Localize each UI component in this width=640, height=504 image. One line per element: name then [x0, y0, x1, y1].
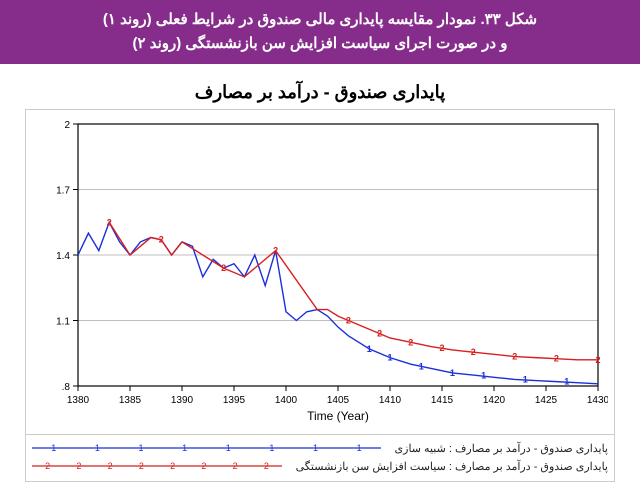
- figure: پایداری صندوق - درآمد بر مصارف 138013851…: [25, 82, 615, 482]
- svg-text:2: 2: [107, 217, 112, 227]
- chart-title: پایداری صندوق - درآمد بر مصارف: [25, 82, 615, 103]
- svg-text:2: 2: [512, 352, 517, 362]
- svg-text:1: 1: [95, 443, 100, 453]
- svg-text:1: 1: [367, 344, 372, 354]
- svg-text:2: 2: [221, 263, 226, 273]
- svg-text:1385: 1385: [119, 395, 142, 406]
- svg-text:1415: 1415: [431, 395, 454, 406]
- svg-text:1.4: 1.4: [56, 251, 70, 262]
- svg-text:1: 1: [481, 371, 486, 381]
- svg-text:2: 2: [233, 461, 238, 471]
- svg-text:2: 2: [439, 343, 444, 353]
- page: شکل ۳۳. نمودار مقایسه پایداری مالی صندوق…: [0, 0, 640, 504]
- svg-text:1: 1: [313, 443, 318, 453]
- svg-text:1: 1: [357, 443, 362, 453]
- svg-text:1400: 1400: [275, 395, 298, 406]
- svg-text:2: 2: [170, 461, 175, 471]
- svg-text:1420: 1420: [483, 395, 506, 406]
- svg-text:1: 1: [387, 353, 392, 363]
- svg-text:2: 2: [377, 329, 382, 339]
- svg-text:2: 2: [159, 235, 164, 245]
- legend-row-1: پایداری صندوق - درآمد بر مصارف : شبیه سا…: [32, 439, 608, 457]
- svg-text:2: 2: [64, 120, 70, 131]
- svg-text:1380: 1380: [67, 395, 90, 406]
- svg-text:1425: 1425: [535, 395, 558, 406]
- svg-text:2: 2: [76, 461, 81, 471]
- svg-text:2: 2: [408, 337, 413, 347]
- legend-label-1: پایداری صندوق - درآمد بر مصارف : شبیه سا…: [395, 442, 608, 455]
- svg-text:1.1: 1.1: [56, 317, 70, 328]
- svg-text:1: 1: [419, 361, 424, 371]
- svg-text:2: 2: [471, 347, 476, 357]
- svg-text:1405: 1405: [327, 395, 350, 406]
- caption-line1: شکل ۳۳. نمودار مقایسه پایداری مالی صندوق…: [12, 8, 628, 32]
- svg-text:1: 1: [51, 443, 56, 453]
- caption-line2: و در صورت اجرای سیاست افزایش سن بازنشستگ…: [12, 32, 628, 56]
- svg-text:1: 1: [226, 443, 231, 453]
- svg-text:1: 1: [182, 443, 187, 453]
- figure-caption: شکل ۳۳. نمودار مقایسه پایداری مالی صندوق…: [0, 0, 640, 64]
- legend-row-2: پایداری صندوق - درآمد بر مصارف : سیاست ا…: [32, 457, 608, 475]
- svg-text:1410: 1410: [379, 395, 402, 406]
- svg-text:1395: 1395: [223, 395, 246, 406]
- svg-text:1.7: 1.7: [56, 186, 70, 197]
- svg-text:1430: 1430: [587, 395, 608, 406]
- svg-text:1: 1: [269, 443, 274, 453]
- svg-text:1390: 1390: [171, 395, 194, 406]
- svg-text:2: 2: [264, 461, 269, 471]
- svg-text:.8: .8: [62, 382, 71, 393]
- svg-text:1: 1: [523, 374, 528, 384]
- legend-line-1: 1 1 1 1 1 1 1 1: [32, 441, 381, 455]
- svg-text:2: 2: [201, 461, 206, 471]
- svg-text:1: 1: [139, 443, 144, 453]
- plot-area: 1380 1385 1390 1395 1400 1405 1410 1415 1420 1425…: [25, 109, 615, 435]
- svg-text:1: 1: [450, 368, 455, 378]
- svg-text:2: 2: [346, 316, 351, 326]
- svg-text:2: 2: [595, 355, 600, 365]
- svg-text:2: 2: [139, 461, 144, 471]
- legend-line-2: 2 2 2 2 2 2 2 2: [32, 459, 282, 473]
- svg-text:1: 1: [564, 377, 569, 387]
- svg-text:2: 2: [273, 246, 278, 256]
- svg-text:2: 2: [45, 461, 50, 471]
- svg-text:Time (Year): Time (Year): [307, 409, 369, 423]
- svg-text:2: 2: [554, 354, 559, 364]
- legend: پایداری صندوق - درآمد بر مصارف : شبیه سا…: [25, 435, 615, 482]
- svg-text:2: 2: [108, 461, 113, 471]
- chart-svg: 1380 1385 1390 1395 1400 1405 1410 1415 1420 1425…: [32, 118, 608, 428]
- legend-label-2: پایداری صندوق - درآمد بر مصارف : سیاست ا…: [296, 460, 608, 473]
